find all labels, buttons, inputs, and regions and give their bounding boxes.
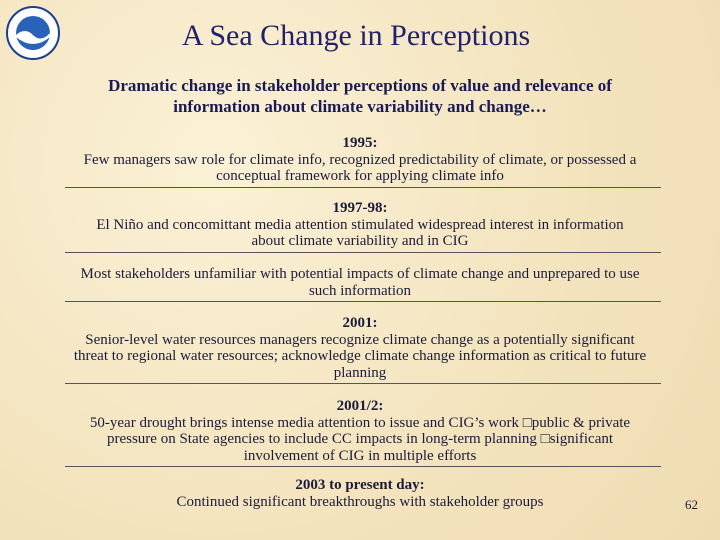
section-text: about climate variability and in CIG (251, 233, 469, 249)
section-heading: 2001/2: (336, 398, 384, 414)
separator (65, 466, 661, 467)
separator (65, 383, 661, 384)
section-text: such information (308, 282, 412, 299)
section-text: Continued significant breakthroughs with… (176, 493, 544, 510)
page-number: 62 (685, 497, 698, 512)
separator (65, 251, 661, 253)
subtitle-line: information about climate variability an… (173, 97, 547, 116)
section-text: El Niño and concomittant media attention… (96, 216, 624, 233)
slide-title: A Sea Change in Perceptions (181, 19, 531, 52)
section-heading: 2003 to present day: (295, 477, 425, 493)
section-heading: 1997-98: (332, 200, 388, 216)
section-text: 50-year drought brings intense media att… (89, 414, 631, 431)
section-text: conceptual framework for applying climat… (216, 168, 504, 184)
section-heading: 2001: (342, 315, 378, 331)
section-text: planning (333, 364, 387, 381)
section-text: threat to regional water resources; ackn… (73, 348, 647, 364)
section-text: pressure on State agencies to include CC… (106, 431, 614, 447)
section-heading: 1995: (342, 135, 378, 151)
section-text: involvement of CIG in multiple efforts (243, 447, 477, 464)
section-text: Few managers saw role for climate info, … (83, 151, 637, 168)
section-text: Senior-level water resources managers re… (85, 331, 635, 348)
section-text: Most stakeholders unfamiliar with potent… (80, 266, 640, 282)
separator (65, 186, 661, 188)
subtitle-line: Dramatic change in stakeholder perceptio… (108, 76, 612, 95)
noaa-logo (6, 6, 60, 60)
separator (65, 301, 661, 302)
